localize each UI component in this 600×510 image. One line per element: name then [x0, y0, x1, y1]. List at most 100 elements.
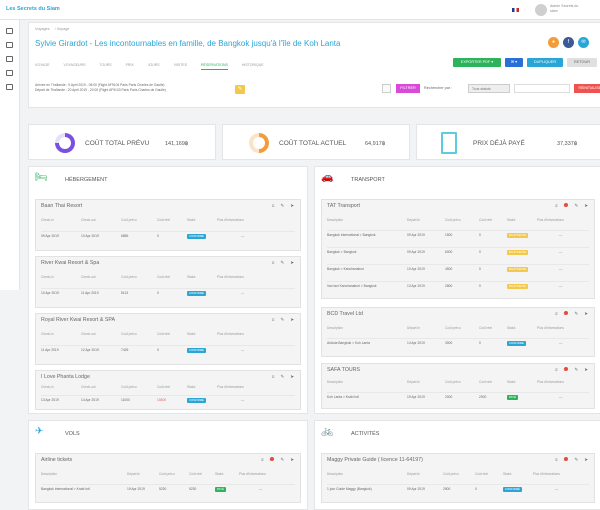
- send-icon[interactable]: ➤: [584, 203, 588, 208]
- facebook-icon[interactable]: f: [563, 37, 574, 48]
- email-button[interactable]: ✉ ▾: [505, 58, 523, 67]
- table-row[interactable]: 1 jour Guide Maggy (Bangkok) 09 Apr 2019 2…: [327, 484, 589, 492]
- table-header: Check-in Check-out Coût prévu Coût réel Stat…: [41, 332, 244, 336]
- send-icon[interactable]: ➤: [290, 457, 294, 462]
- edit-icon[interactable]: ✎: [280, 457, 285, 462]
- tab-reservations[interactable]: RÉSERVATIONS: [201, 61, 228, 70]
- notify-icon[interactable]: ✉: [564, 203, 569, 208]
- tab-voyageurs[interactable]: VOYAGEURS: [63, 63, 86, 67]
- status-badge: CONFIRMÉ: [187, 398, 206, 403]
- dashboard-icon[interactable]: [6, 28, 13, 34]
- export-pdf-button[interactable]: EXPORTER PDF ▾: [453, 58, 501, 67]
- tab-visites[interactable]: VISITES: [173, 63, 188, 67]
- edit-icon[interactable]: ✎: [574, 311, 579, 316]
- filter-button[interactable]: FILTRER: [396, 84, 420, 93]
- plane-icon: ✈: [35, 426, 44, 437]
- table-row[interactable]: AirAsia Bangkok > Koh Lanta 14 Apr 2019 30…: [327, 338, 589, 346]
- status-badge: CONFIRMÉ: [187, 234, 206, 239]
- card-tools: ≡ ✉ ✎ ➤: [549, 203, 588, 209]
- tab-prix[interactable]: PRIX: [125, 63, 134, 67]
- share-icon[interactable]: ✉: [578, 37, 589, 48]
- avatar[interactable]: [535, 4, 547, 16]
- hotel-name: I Love Phanta Lodge: [41, 374, 90, 380]
- map-icon[interactable]: [6, 56, 13, 62]
- table-row[interactable]: Bangkok > Kanchanaburi 10 Apr 2019 4500 0 EN…: [327, 264, 589, 272]
- tab-historique[interactable]: HISTORIQUE: [241, 63, 264, 67]
- send-icon[interactable]: ➤: [290, 374, 294, 379]
- table-row[interactable]: 09 Apr 2019 10 Apr 2019 6865 0 CONFIRMÉ ---: [41, 231, 295, 239]
- search-input[interactable]: [514, 84, 570, 93]
- send-icon[interactable]: ➤: [290, 317, 294, 322]
- menu-icon[interactable]: ≡: [271, 374, 275, 379]
- send-icon[interactable]: ➤: [584, 367, 588, 372]
- notify-icon[interactable]: ✉: [564, 457, 569, 462]
- edit-dates-button[interactable]: ✎: [235, 85, 245, 94]
- menu-icon[interactable]: ≡: [555, 311, 558, 316]
- user-name[interactable]: Admin Secrets du siam: [550, 4, 579, 13]
- bell-icon[interactable]: ●: [548, 37, 559, 48]
- edit-icon[interactable]: ✎: [280, 203, 285, 208]
- table-row[interactable]: Bangkok International > Bangkok 09 Apr 20…: [327, 230, 589, 238]
- menu-icon[interactable]: ≡: [555, 367, 558, 372]
- edit-icon[interactable]: ✎: [280, 260, 285, 265]
- notify-icon[interactable]: ✉: [564, 311, 569, 316]
- table-header: Check-in Check-out Coût prévu Coût réel Stat…: [41, 275, 244, 279]
- menu-icon[interactable]: ≡: [555, 457, 558, 462]
- hotel-name: Royal River Kwai Resort & SPA: [41, 317, 116, 323]
- status-badge: CONFIRMÉ: [187, 291, 206, 296]
- table-row[interactable]: Koh Lanta > Krabi Intl 19 Apr 2019 2000 200…: [327, 392, 589, 400]
- table-row[interactable]: Van taxi Kanchanaburi > Bangkok 13 Apr 20…: [327, 281, 589, 289]
- table-row[interactable]: 13 Apr 2019 14 Apr 2019 11000 10400 CONFIRMÉ…: [41, 395, 295, 403]
- menu-icon[interactable]: ≡: [555, 203, 558, 208]
- breadcrumb-voyages[interactable]: Voyages: [35, 27, 50, 31]
- sidebar: [0, 20, 20, 290]
- filter-icon[interactable]: [382, 84, 391, 93]
- trip-header: Voyages / Voyage Sylvie Girardot - Les i…: [28, 22, 600, 108]
- send-icon[interactable]: ➤: [584, 457, 588, 462]
- bed-icon: 🛏: [35, 172, 48, 183]
- edit-icon[interactable]: ✎: [574, 203, 579, 208]
- notify-icon[interactable]: ✉: [564, 367, 569, 372]
- edit-icon[interactable]: ✎: [280, 374, 285, 379]
- status-select[interactable]: Tous statuts: [468, 84, 510, 93]
- arrival-text: Arrivée en Thaïlande : 9 April 2019 - 08…: [35, 83, 165, 87]
- tab-tours[interactable]: TOURS: [99, 63, 112, 67]
- breadcrumb-voyage: / Voyage: [54, 27, 70, 31]
- language-flag-icon[interactable]: [512, 8, 519, 12]
- bicycle-icon: 🚲: [321, 426, 334, 437]
- table-header: Check-in Check-out Coût prévu Coût réel Stat…: [41, 218, 244, 222]
- section-title: TRANSPORT: [351, 177, 385, 183]
- send-icon[interactable]: ➤: [290, 203, 294, 208]
- tab-voyage[interactable]: VOYAGE: [35, 63, 50, 67]
- reset-button[interactable]: RÉINITIALISER: [574, 84, 600, 93]
- section-transport: 🚗 TRANSPORT TAT Transport ≡ ✉ ✎ ➤ Descripti…: [314, 166, 600, 414]
- hotel-name: Baan Thai Resort: [41, 203, 83, 209]
- edit-icon[interactable]: ✎: [574, 367, 579, 372]
- list-icon[interactable]: [6, 42, 13, 48]
- table-row[interactable]: 10 Apr 2019 11 Apr 2019 5113 0 CONFIRMÉ ---: [41, 288, 295, 296]
- menu-icon[interactable]: ≡: [271, 203, 275, 208]
- duplicate-button[interactable]: DUPLIQUER: [527, 58, 563, 67]
- edit-icon[interactable]: ✎: [574, 457, 579, 462]
- trip-dates: Arrivée en Thaïlande : 9 April 2019 - 08…: [35, 83, 166, 93]
- edit-icon[interactable]: ✎: [280, 317, 285, 322]
- brand-logo[interactable]: Les Secrets du Siam: [6, 6, 60, 12]
- kpi-paid: PRIX DÉJÀ PAYÉ 37,337฿: [416, 124, 600, 160]
- status-badge: CONFIRMÉ: [507, 341, 526, 346]
- settings-icon[interactable]: [6, 84, 13, 90]
- send-icon[interactable]: ➤: [290, 260, 294, 265]
- table-row[interactable]: Bangkok > Bangkok 09 Apr 2019 6000 0 EN ATTE…: [327, 247, 589, 255]
- back-button[interactable]: RETOUR: [567, 58, 597, 67]
- tab-jours[interactable]: JOURS: [147, 63, 160, 67]
- menu-icon[interactable]: ≡: [271, 260, 275, 265]
- calendar-icon[interactable]: [6, 70, 13, 76]
- table-row[interactable]: 11 Apr 2019 12 Apr 2019 7425 0 CONFIRMÉ ---: [41, 345, 295, 353]
- menu-icon[interactable]: ≡: [271, 317, 275, 322]
- menu-icon[interactable]: ≡: [261, 457, 264, 462]
- hotel-card: Royal River Kwai Resort & SPA ≡ ✎ ➤ Check-…: [35, 313, 301, 365]
- table-row[interactable]: Bangkok International > Krabi Intl 19 Apr…: [41, 484, 295, 492]
- hotel-card: Baan Thai Resort ≡ ✎ ➤ Check-in Check-out Co…: [35, 199, 301, 251]
- notify-icon[interactable]: ✉: [270, 457, 275, 462]
- send-icon[interactable]: ➤: [584, 311, 588, 316]
